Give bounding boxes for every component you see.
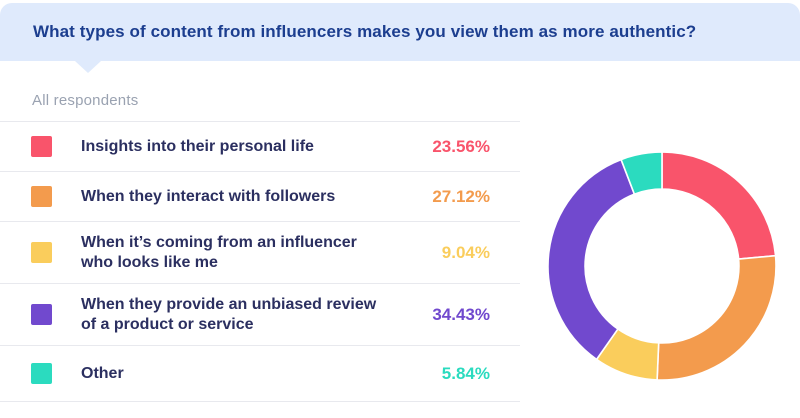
swatch-purple-icon (31, 304, 52, 325)
banner-tail-pointer (75, 61, 101, 73)
legend-row-interact-followers: When they interact with followers 27.12% (0, 171, 520, 221)
legend-row-unbiased-review: When they provide an unbiased review of … (0, 283, 520, 345)
donut-chart (547, 151, 777, 381)
donut-segment (620, 151, 663, 195)
swatch-yellow-icon (31, 242, 52, 263)
legend-list: Insights into their personal life 23.56%… (0, 121, 520, 402)
legend-value: 5.84% (441, 363, 490, 383)
legend-row-personal-life: Insights into their personal life 23.56% (0, 121, 520, 171)
donut-chart-svg (547, 151, 777, 381)
legend-label: When they interact with followers (81, 187, 336, 205)
legend-label: When it’s coming from an influencer who … (81, 233, 357, 271)
legend-label: Insights into their personal life (81, 137, 314, 155)
donut-segment (656, 254, 777, 381)
question-title: What types of content from influencers m… (33, 22, 697, 41)
swatch-red-icon (31, 136, 52, 157)
donut-segment (547, 158, 636, 361)
legend-value: 9.04% (441, 242, 490, 262)
legend-row-other: Other 5.84% (0, 345, 520, 402)
question-banner: What types of content from influencers m… (0, 3, 800, 61)
swatch-orange-icon (31, 186, 52, 207)
swatch-teal-icon (31, 363, 52, 384)
legend-value: 23.56% (432, 136, 490, 156)
legend-label: When they provide an unbiased review of … (81, 295, 377, 333)
legend-value: 34.43% (432, 304, 490, 324)
legend-value: 27.12% (432, 186, 490, 206)
legend-label: Other (81, 364, 124, 382)
legend-row-looks-like-me: When it’s coming from an influencer who … (0, 221, 520, 283)
donut-segment (661, 151, 777, 260)
respondents-subtitle: All respondents (32, 92, 139, 109)
